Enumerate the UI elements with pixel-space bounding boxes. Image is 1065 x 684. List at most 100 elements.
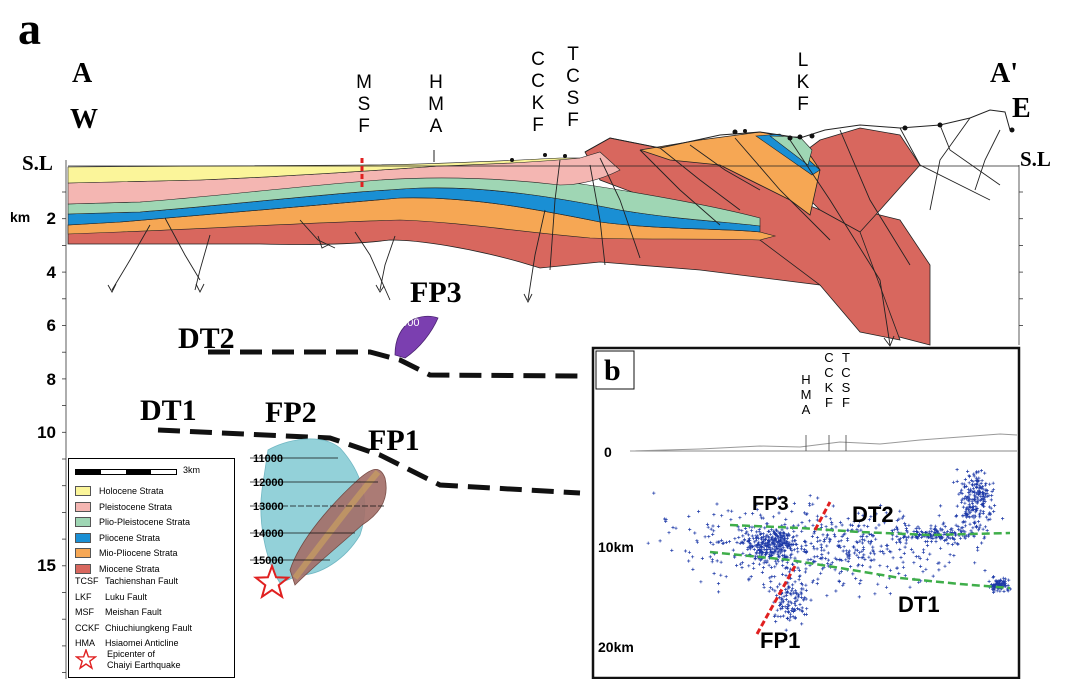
scale-segment bbox=[76, 470, 101, 474]
legend-fault-name: Luku Fault bbox=[105, 591, 148, 602]
epicenter-star-icon bbox=[253, 563, 291, 600]
inset-label-cckf: CCKF bbox=[824, 350, 833, 410]
structure-label-char: A bbox=[430, 116, 443, 137]
fp2-contour-label: 15000 bbox=[253, 555, 284, 567]
legend-swatch bbox=[75, 563, 91, 574]
legend-swatch bbox=[75, 532, 91, 543]
holocene-strata bbox=[67, 157, 581, 184]
mio-pliocene-fold bbox=[639, 131, 821, 216]
epicenter-line-2: Chaiyi Earthquake bbox=[107, 660, 181, 670]
legend-fault-row: TCSF Tachienshan Fault bbox=[75, 575, 178, 587]
inset-surface-ticks bbox=[805, 435, 847, 451]
inset-depth-10km: 10km bbox=[598, 539, 634, 555]
section-west-end: A bbox=[72, 58, 93, 89]
legend: 3km Holocene Strata Pleistocene Strata Pli… bbox=[68, 458, 235, 678]
structure-label-char: S bbox=[358, 94, 371, 115]
dt1-trace bbox=[157, 427, 581, 496]
legend-stratum-name: Mio-Pliocene Strata bbox=[99, 548, 178, 558]
structure-label-char: L bbox=[798, 50, 809, 71]
inset-label-char: T bbox=[842, 350, 850, 365]
fault-arrows bbox=[107, 235, 895, 347]
inset-label-box bbox=[595, 350, 635, 390]
depth-tick-label: 6 bbox=[47, 316, 56, 335]
section-east-direction: E bbox=[1012, 93, 1031, 124]
legend-stratum-row: Mio-Pliocene Strata bbox=[75, 547, 178, 559]
structure-label-tcsf: TCSF bbox=[566, 44, 580, 131]
structure-label-char: C bbox=[531, 71, 545, 92]
legend-stratum-name: Pliocene Strata bbox=[99, 532, 161, 543]
fp2-contour-lines bbox=[250, 457, 385, 561]
structure-label-char: F bbox=[567, 110, 579, 131]
inset-dt2-label: DT2 bbox=[852, 502, 894, 527]
depth-tick-label: 2 bbox=[47, 209, 56, 228]
legend-fault-row: MSF Meishan Fault bbox=[75, 606, 162, 618]
legend-stratum-row: Plio-Pleistocene Strata bbox=[75, 516, 190, 528]
inset-fp1-label: FP1 bbox=[760, 628, 800, 653]
fp2-contour-labels: 11000 12000 13000 14000 15000 bbox=[253, 453, 284, 567]
fp2-contour-label: 14000 bbox=[253, 528, 284, 540]
scale-label: 3km bbox=[183, 465, 201, 475]
panel-a-label: a bbox=[18, 3, 41, 54]
depth-tick-label: 8 bbox=[47, 370, 56, 389]
structure-label-char: T bbox=[567, 44, 579, 65]
sea-level-left: S.L bbox=[22, 151, 53, 175]
inset-label-char: C bbox=[824, 350, 833, 365]
scale-bar-graphic bbox=[75, 469, 177, 475]
inset-label-char: C bbox=[824, 365, 833, 380]
structure-label-lkf: LKF bbox=[797, 50, 810, 115]
structure-label-char: M bbox=[356, 72, 372, 93]
inset-fp3-label: FP3 bbox=[752, 493, 789, 515]
inset-label-char: S bbox=[842, 380, 851, 395]
scale-segment bbox=[126, 470, 151, 474]
inset-zero-label: 0 bbox=[604, 444, 612, 460]
section-west-direction: W bbox=[70, 104, 98, 135]
legend-fault-abbr: LKF bbox=[75, 591, 92, 602]
pliocene-fold bbox=[755, 133, 821, 176]
legend-fault-abbr: HMA bbox=[75, 638, 95, 648]
legend-stratum-name: Plio-Pleistocene Strata bbox=[99, 517, 191, 527]
fp3-plane bbox=[394, 315, 439, 359]
legend-stratum-name: Miocene Strata bbox=[99, 563, 160, 574]
inset-label-char: M bbox=[801, 387, 812, 402]
legend-stratum-name: Pleistocene Strata bbox=[99, 501, 173, 512]
structure-label-msf: MSF bbox=[356, 72, 372, 137]
inset-label-char: F bbox=[842, 395, 850, 410]
inset-fp1-trace bbox=[755, 565, 797, 635]
structure-label-char: K bbox=[797, 72, 810, 93]
detachment-traces bbox=[157, 349, 581, 496]
inset-label-char: A bbox=[802, 402, 811, 417]
fp1-highlight bbox=[292, 470, 381, 580]
legend-fault-abbr: CCKF bbox=[75, 622, 100, 633]
dt2-label: DT2 bbox=[178, 322, 235, 355]
fp2-contour-label: 12000 bbox=[253, 477, 284, 489]
fp2-contour-label: 11000 bbox=[253, 453, 283, 465]
inset-dt1-label: DT1 bbox=[898, 592, 940, 617]
seismicity-cloud bbox=[646, 468, 1012, 632]
legend-fault-name: Meishan Fault bbox=[105, 607, 162, 617]
depth-ticks: 2 4 6 8 10 15 bbox=[37, 209, 56, 575]
legend-stratum-name: Holocene Strata bbox=[99, 486, 164, 496]
fp1-label: FP1 bbox=[368, 424, 420, 457]
legend-epicenter: Epicenter of Chaiyi Earthquake bbox=[75, 649, 181, 671]
depth-unit: km bbox=[10, 209, 30, 225]
structure-label-char: F bbox=[358, 116, 370, 137]
sea-level-right: S.L bbox=[1020, 147, 1051, 171]
structure-label-hma: HMA bbox=[428, 72, 444, 137]
depth-tick-label: 10 bbox=[37, 423, 56, 442]
inset-label-char: F bbox=[825, 395, 833, 410]
section-east-end: A' bbox=[990, 58, 1018, 89]
legend-epicenter-text: Epicenter of Chaiyi Earthquake bbox=[107, 649, 181, 671]
dt2-trace bbox=[208, 349, 581, 379]
fp3-depth-label: 6000 bbox=[395, 317, 419, 329]
legend-fault-row: HMA Hsiaomei Anticline bbox=[75, 637, 179, 649]
inset-fp3-trace bbox=[813, 501, 832, 531]
legend-fault-row: LKF Luku Fault bbox=[75, 591, 147, 603]
structure-label-char: K bbox=[532, 93, 545, 114]
depth-tick-label: 15 bbox=[37, 556, 56, 575]
legend-stratum-row: Miocene Strata bbox=[75, 563, 160, 575]
structure-label-char: S bbox=[567, 88, 580, 109]
